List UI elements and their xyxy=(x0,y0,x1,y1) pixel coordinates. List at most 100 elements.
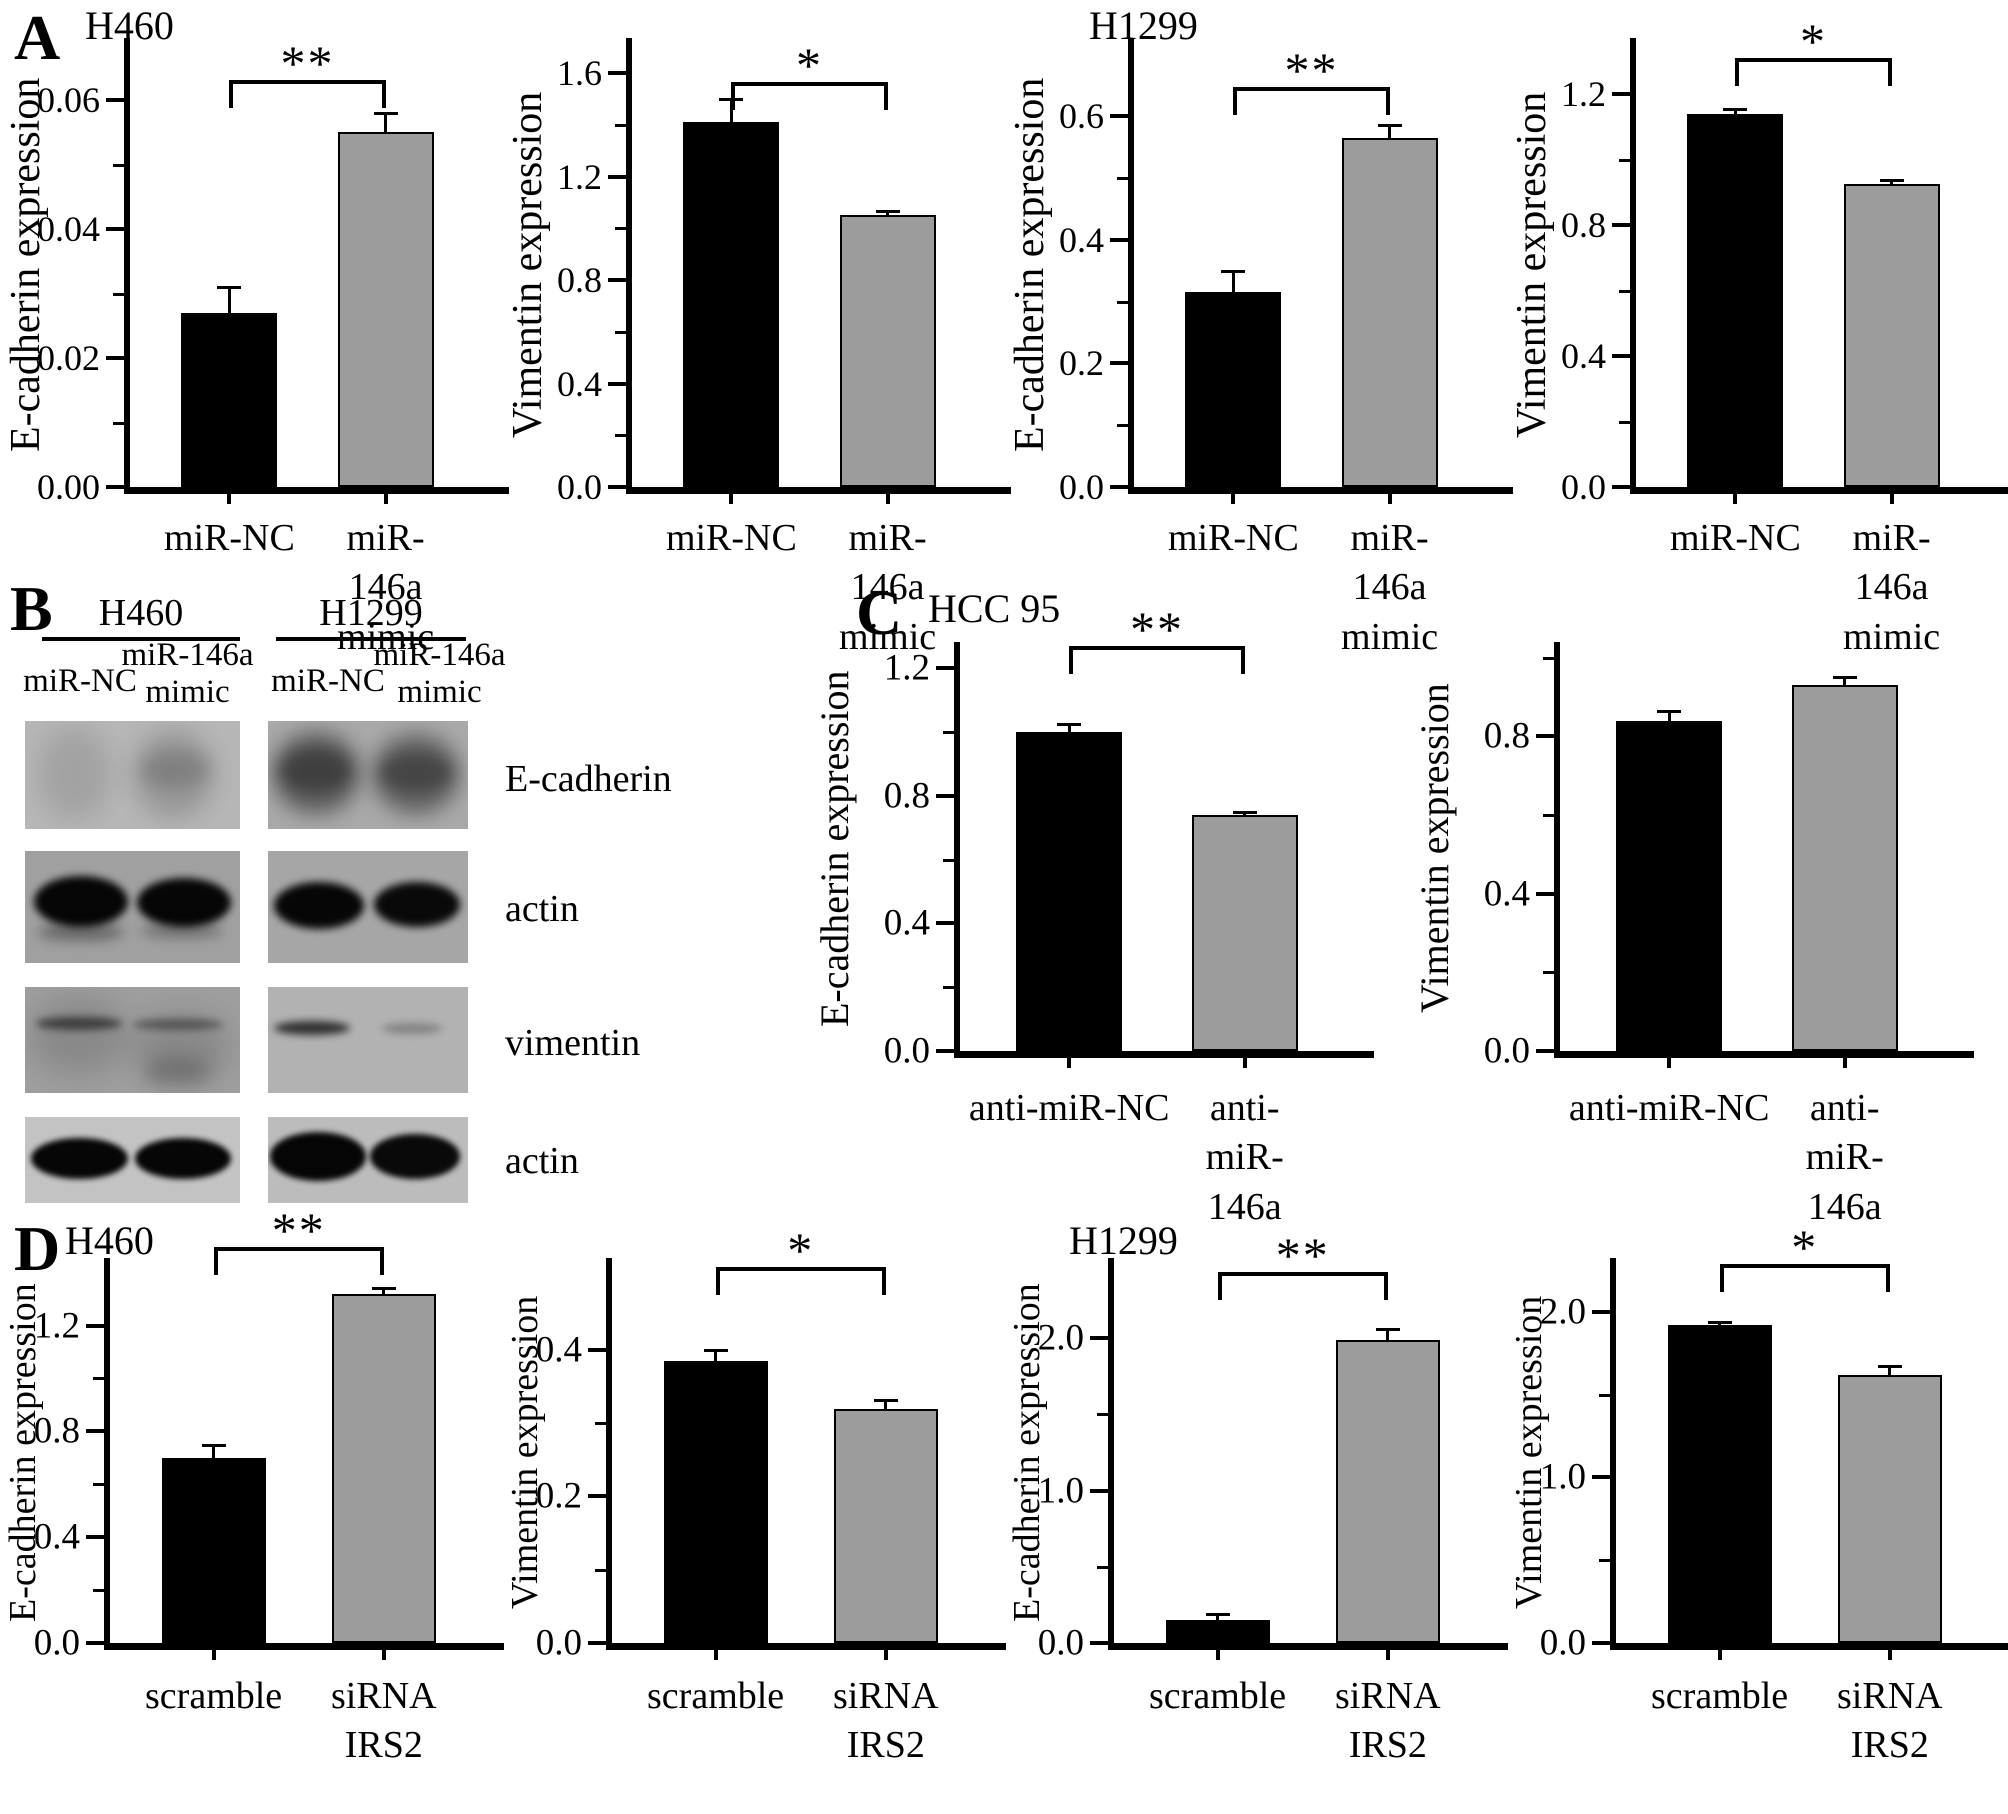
error-bar-cap xyxy=(1375,1328,1400,1332)
blot-band xyxy=(37,922,124,941)
y-axis-label: E-cadherin expression xyxy=(812,670,857,1027)
blot-row-label: actin xyxy=(505,888,579,930)
y-axis-line xyxy=(606,1258,612,1650)
blot-lane-label: miR-146a mimic xyxy=(121,637,254,710)
blot-band xyxy=(382,1023,442,1034)
y-axis-line xyxy=(1610,1258,1616,1650)
chart-h1299-vimentin: Vimentin expression 0.0 0.4 0.8 1.2 miR-NC miR… xyxy=(1506,0,2008,658)
y-minor-tick xyxy=(1117,176,1128,180)
y-tick-label: 0.8 xyxy=(1561,205,1606,246)
error-bar-stem xyxy=(1231,270,1235,293)
error-bar-stem xyxy=(1733,109,1737,114)
chart-title: H1299 xyxy=(1089,3,1198,48)
y-tick-label: 0.4 xyxy=(557,363,602,404)
y-minor-tick xyxy=(93,1377,104,1381)
blot-lane-label: miR-NC xyxy=(23,663,137,699)
y-minor-tick xyxy=(93,1483,104,1487)
y-tick-label: 0.2 xyxy=(535,1475,582,1517)
blot-band xyxy=(31,1137,129,1179)
chart-h1299-vimentin-sirna: Vimentin expression 0.0 1.0 2.0 scramble siRN… xyxy=(1506,1215,2008,1814)
x-category-label: anti-miR-146a xyxy=(1805,1087,1884,1228)
x-category-label: siRNA IRS2 xyxy=(833,1675,939,1767)
y-tick xyxy=(608,278,626,283)
blot-actin1-h1299 xyxy=(268,851,468,963)
error-bar-stem xyxy=(1386,1329,1390,1340)
chart-hcc95-vimentin: Vimentin expression 0.0 0.4 0.8 anti-miR-NC a… xyxy=(1410,605,1974,1228)
y-tick-label: 0.4 xyxy=(535,1329,582,1371)
significance-label: ** xyxy=(1129,601,1184,657)
y-tick-label: 0.4 xyxy=(33,1516,80,1558)
bar xyxy=(1667,1324,1772,1643)
blot-band xyxy=(134,1137,232,1179)
y-tick-label: 1.0 xyxy=(1037,1470,1084,1512)
x-category-label: anti-miR-146a xyxy=(1205,1087,1284,1228)
panel-b-label: B xyxy=(10,573,53,644)
x-tick xyxy=(1215,1650,1220,1660)
blot-band xyxy=(29,997,129,1074)
x-axis-line xyxy=(124,487,509,494)
y-axis-line xyxy=(1554,642,1560,1058)
significance-label: ** xyxy=(280,34,335,91)
plot-area: 0.0 1.0 2.0 scramble siRNA IRS2 ** xyxy=(1038,1227,1508,1766)
y-tick xyxy=(608,174,626,179)
chart-h1299-ecadherin-sirna: H1299 E-cadherin expression 0.0 1.0 2.0 scram… xyxy=(1004,1215,1508,1814)
x-tick xyxy=(1231,494,1236,504)
blot-band xyxy=(35,1016,122,1031)
x-category-label: miR-146a mimic xyxy=(1843,517,1941,658)
y-tick-label: 0.0 xyxy=(1539,1622,1586,1664)
chart-hcc95-ecadherin: E-cadherin expression 0.0 0.4 0.8 1.2 anti-mi… xyxy=(810,601,1400,1228)
y-axis-line xyxy=(626,38,632,494)
chart-title: H460 xyxy=(65,1218,154,1263)
blot-band xyxy=(272,731,360,814)
bar xyxy=(839,215,936,487)
y-tick-label: 2.0 xyxy=(1539,1291,1586,1333)
significance-bracket xyxy=(1069,646,1245,674)
chart-h460-vimentin-sirna: Vimentin expression 0.0 0.2 0.4 scramble siRN… xyxy=(502,1215,1006,1814)
y-minor-tick xyxy=(1619,289,1630,293)
significance-label: * xyxy=(787,1221,815,1278)
bar xyxy=(833,1408,938,1643)
error-bar-stem xyxy=(212,1444,216,1458)
y-axis-line xyxy=(1128,38,1134,494)
error-bar-stem xyxy=(1667,710,1671,721)
significance-label: * xyxy=(1791,1218,1819,1275)
blot-row-label: E-cadherin xyxy=(505,758,672,800)
y-tick xyxy=(1612,92,1630,97)
y-tick xyxy=(608,485,626,489)
panel-a-label: A xyxy=(14,2,61,73)
bar xyxy=(181,312,278,487)
y-minor-tick xyxy=(943,858,954,862)
y-tick-label: 0.4 xyxy=(883,902,930,944)
y-minor-tick xyxy=(1117,300,1128,304)
error-bar-stem xyxy=(1888,1366,1892,1375)
significance-bracket xyxy=(1217,1271,1388,1300)
blot-vimentin-h460 xyxy=(25,987,240,1093)
x-category-label: miR-NC xyxy=(665,517,797,559)
plot-area: 0.0 0.4 0.8 1.2 1.6 miR-NC miR-146a mimic * xyxy=(557,37,1011,658)
error-bar-stem xyxy=(1388,125,1392,138)
x-category-label: scramble xyxy=(647,1675,785,1717)
error-bar-cap xyxy=(875,210,900,214)
y-tick-label: 0.04 xyxy=(37,209,100,250)
significance-label: ** xyxy=(271,1201,326,1258)
y-tick-label: 0.4 xyxy=(1059,219,1104,260)
blot-vimentin-h1299 xyxy=(268,987,468,1093)
y-tick xyxy=(1110,361,1128,366)
blot-group-header-h1299: H1299 xyxy=(276,591,466,641)
x-tick xyxy=(1733,494,1738,504)
y-tick-label: 0.0 xyxy=(1483,1030,1530,1072)
x-tick xyxy=(1242,1058,1247,1068)
y-tick xyxy=(106,485,124,489)
x-category-label: miR-146a mimic xyxy=(1341,517,1439,658)
error-bar-cap xyxy=(873,1398,898,1402)
bar xyxy=(1165,1620,1270,1643)
y-tick-label: 0.8 xyxy=(883,775,930,817)
x-axis-line xyxy=(1554,1051,1974,1058)
error-bar-cap xyxy=(1221,269,1246,273)
y-tick-label: 1.2 xyxy=(1561,74,1606,115)
x-tick xyxy=(1385,1650,1390,1660)
significance-bracket xyxy=(213,1246,384,1275)
y-axis-line xyxy=(954,642,960,1058)
error-bar-cap xyxy=(373,111,398,115)
y-tick xyxy=(1592,1309,1610,1314)
